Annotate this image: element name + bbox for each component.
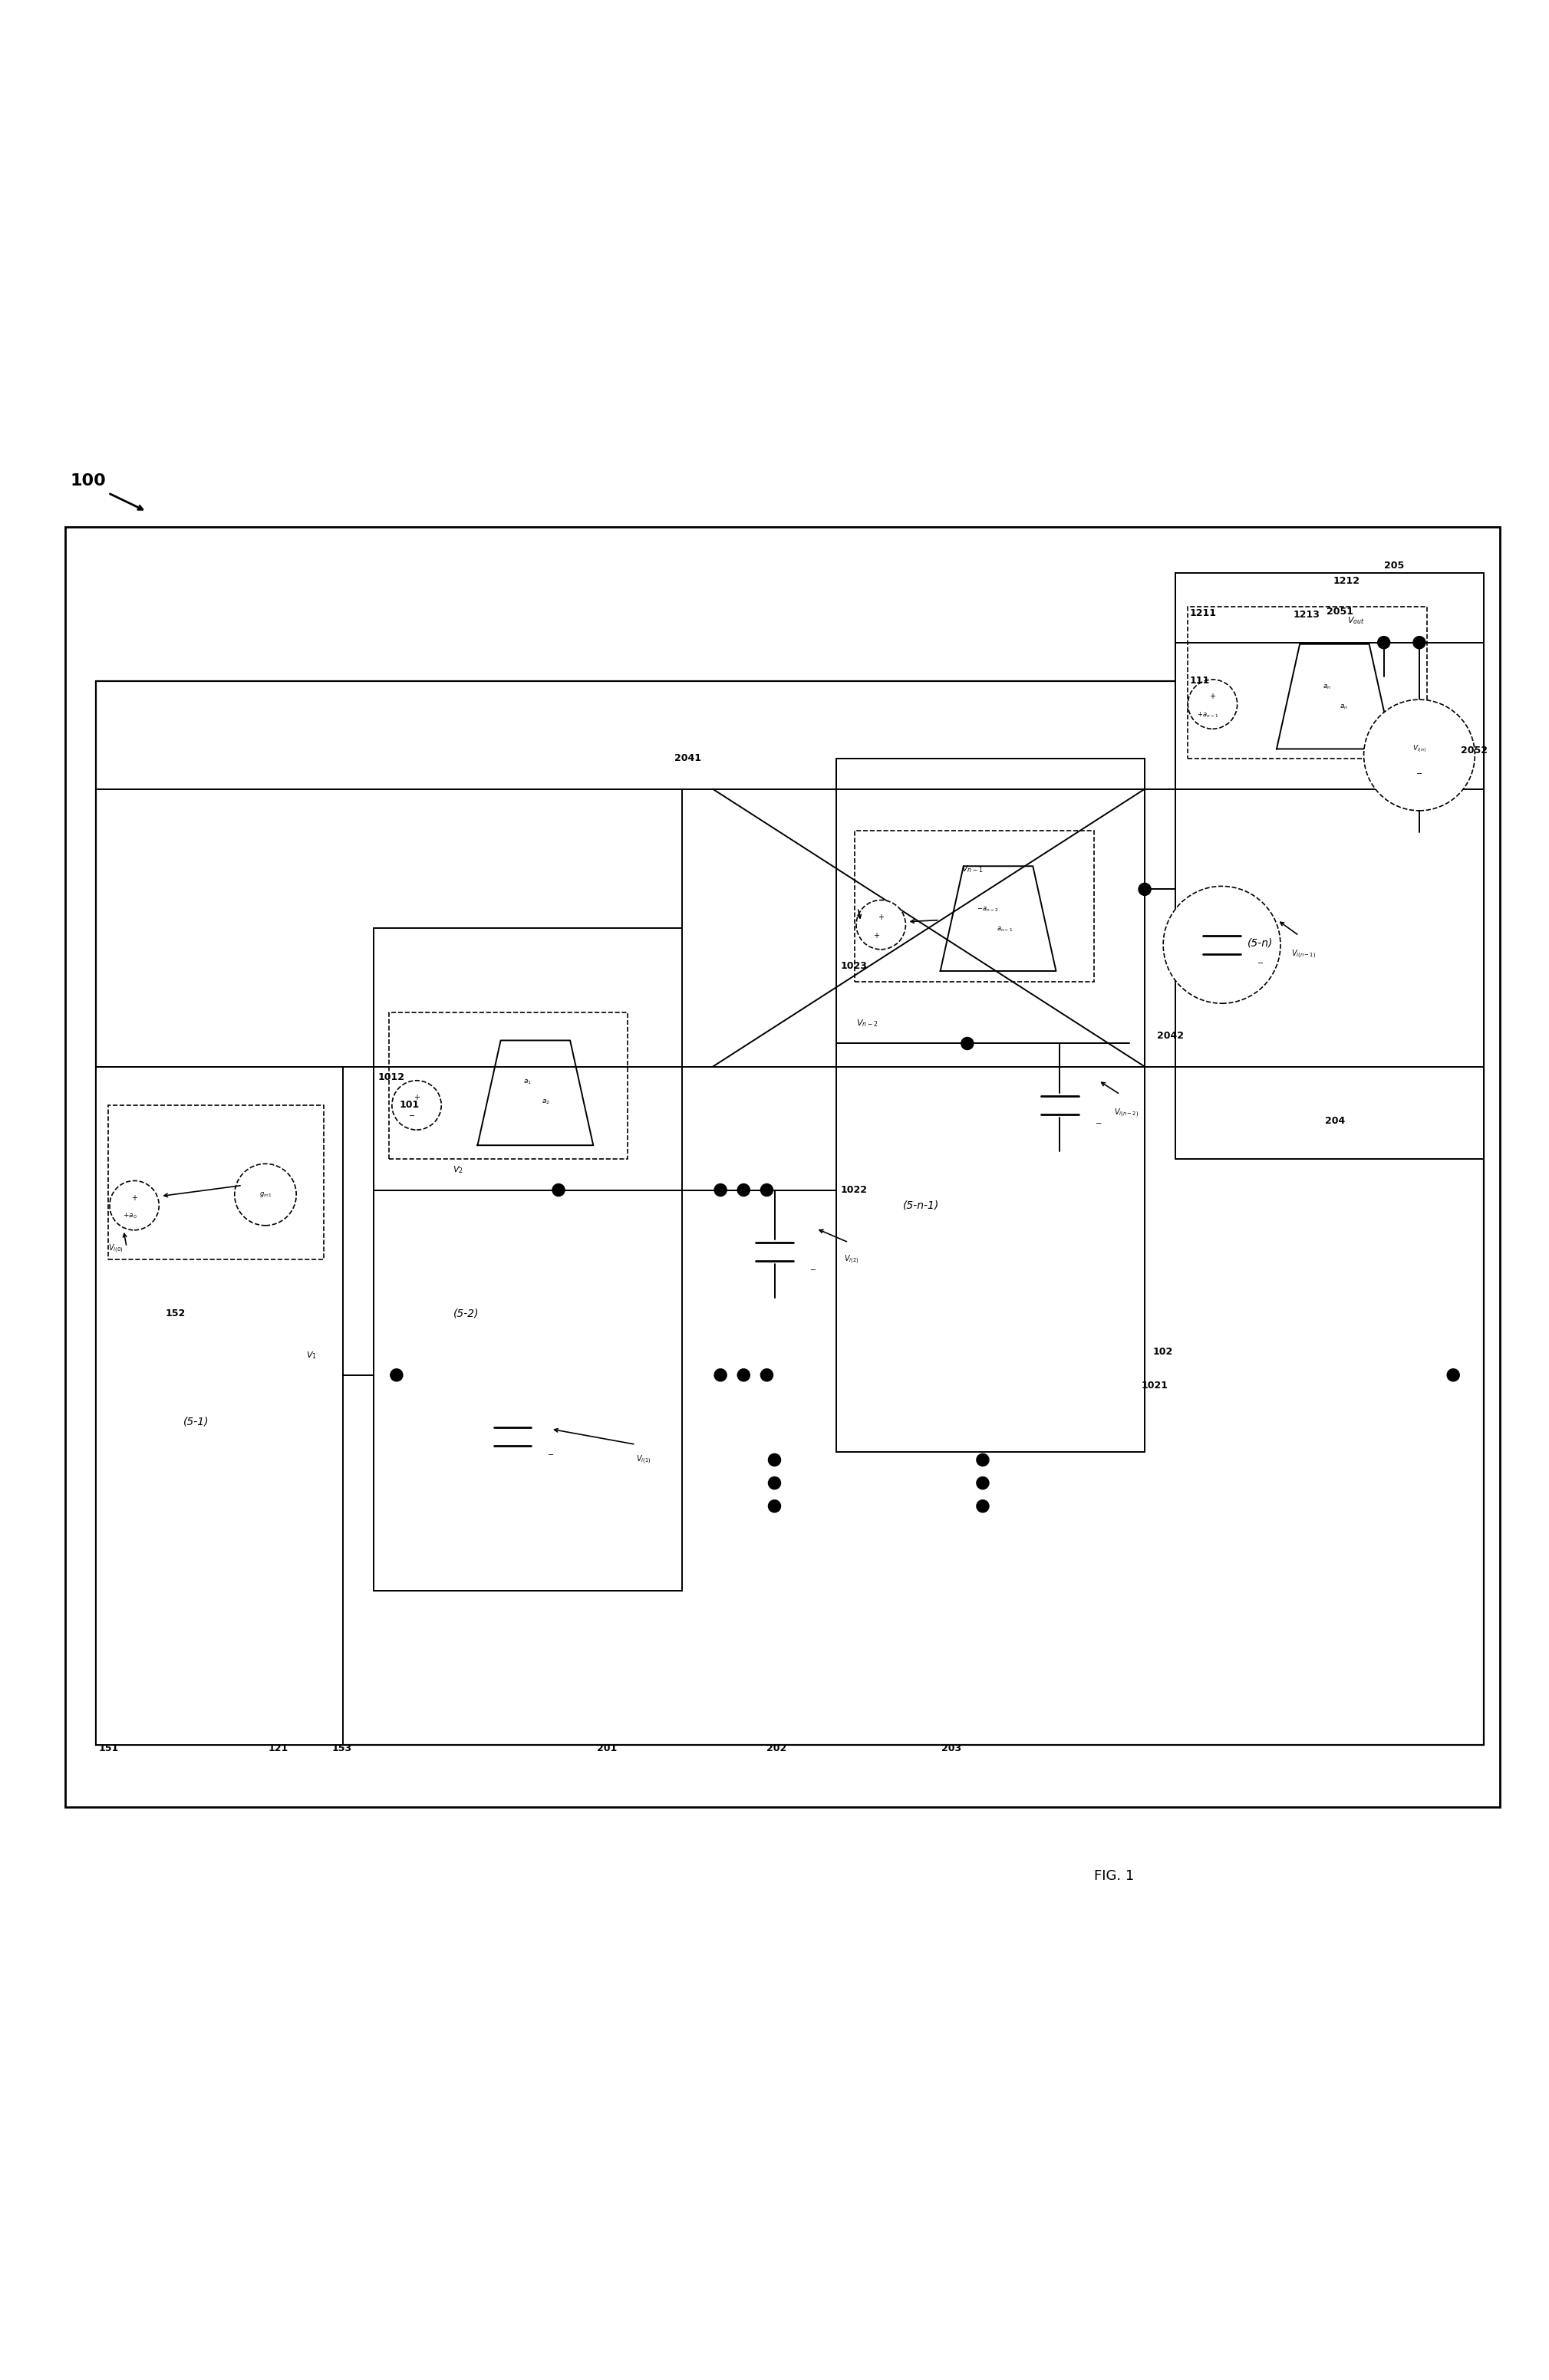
Circle shape xyxy=(110,1180,160,1230)
Bar xyxy=(836,759,1145,1452)
Text: 203: 203 xyxy=(942,1742,960,1754)
Bar xyxy=(96,681,1484,1745)
Bar xyxy=(855,831,1094,983)
Bar xyxy=(96,1066,342,1745)
Circle shape xyxy=(737,1368,750,1380)
Text: $a_2$: $a_2$ xyxy=(542,1097,550,1107)
Circle shape xyxy=(976,1454,988,1466)
Text: 204: 204 xyxy=(1326,1116,1346,1126)
Text: 2052: 2052 xyxy=(1461,745,1487,754)
Text: $+a_0$: $+a_0$ xyxy=(122,1211,136,1221)
Bar xyxy=(1188,607,1427,759)
Circle shape xyxy=(1377,635,1389,650)
Text: $a_n$: $a_n$ xyxy=(1340,702,1348,712)
Text: (5-n-1): (5-n-1) xyxy=(903,1200,939,1211)
Text: 1213: 1213 xyxy=(1293,609,1320,619)
Text: $V_{n-1}$: $V_{n-1}$ xyxy=(960,864,982,873)
Text: 1023: 1023 xyxy=(841,962,867,971)
Circle shape xyxy=(737,1183,750,1197)
Text: +: + xyxy=(1210,693,1216,700)
Text: 2041: 2041 xyxy=(674,752,702,764)
Circle shape xyxy=(714,1183,726,1197)
Text: $a_1$: $a_1$ xyxy=(524,1078,531,1085)
Circle shape xyxy=(768,1454,781,1466)
Text: 152: 152 xyxy=(166,1309,186,1319)
Text: 102: 102 xyxy=(1152,1347,1173,1357)
Text: −: − xyxy=(1095,1121,1101,1128)
Text: 153: 153 xyxy=(331,1742,352,1754)
Text: $g_{m1}$: $g_{m1}$ xyxy=(259,1190,271,1200)
Text: 202: 202 xyxy=(767,1742,787,1754)
Text: $a_{n-1}$: $a_{n-1}$ xyxy=(996,926,1013,933)
Circle shape xyxy=(962,1038,973,1050)
Circle shape xyxy=(1413,635,1425,650)
Circle shape xyxy=(392,1081,441,1130)
Circle shape xyxy=(768,1478,781,1490)
Text: 205: 205 xyxy=(1383,559,1403,571)
Text: +: + xyxy=(878,914,884,921)
Text: $V_{n-2}$: $V_{n-2}$ xyxy=(857,1019,878,1028)
Text: $V_1$: $V_1$ xyxy=(307,1349,318,1361)
Circle shape xyxy=(857,900,906,950)
Text: $V_{i(n-2)}$: $V_{i(n-2)}$ xyxy=(1114,1107,1139,1119)
Text: 111: 111 xyxy=(1190,676,1210,685)
Text: 1212: 1212 xyxy=(1334,576,1360,585)
Circle shape xyxy=(714,1368,726,1380)
Text: $a_n$: $a_n$ xyxy=(1323,683,1331,690)
Text: $V_2$: $V_2$ xyxy=(452,1164,463,1176)
Bar xyxy=(108,1104,324,1259)
Circle shape xyxy=(1363,700,1475,812)
Text: (5-n): (5-n) xyxy=(1247,938,1273,950)
Bar xyxy=(389,1011,627,1159)
Text: 151: 151 xyxy=(99,1742,119,1754)
Circle shape xyxy=(976,1499,988,1511)
Circle shape xyxy=(768,1499,781,1511)
Text: 2042: 2042 xyxy=(1157,1031,1183,1040)
Text: $-a_{n-2}$: $-a_{n-2}$ xyxy=(976,904,998,914)
Text: −: − xyxy=(810,1266,816,1273)
Text: $+a_{n-1}$: $+a_{n-1}$ xyxy=(1197,712,1219,719)
Text: $V_{i(n-1)}$: $V_{i(n-1)}$ xyxy=(1292,947,1317,959)
Circle shape xyxy=(1139,883,1151,895)
Circle shape xyxy=(553,1183,565,1197)
Circle shape xyxy=(976,1478,988,1490)
Text: (5-1): (5-1) xyxy=(183,1416,209,1426)
Text: $V_{out}$: $V_{out}$ xyxy=(1348,616,1365,626)
Circle shape xyxy=(1447,1368,1459,1380)
Text: −: − xyxy=(1416,769,1422,778)
Text: +: + xyxy=(874,931,880,940)
Text: 1021: 1021 xyxy=(1142,1380,1168,1390)
Text: $V_{i(2)}$: $V_{i(2)}$ xyxy=(844,1254,860,1266)
Bar xyxy=(373,928,682,1590)
Circle shape xyxy=(234,1164,296,1226)
Circle shape xyxy=(390,1368,403,1380)
Bar xyxy=(1176,574,1484,1159)
Text: 100: 100 xyxy=(70,474,105,488)
Text: $V_{i(1)}$: $V_{i(1)}$ xyxy=(635,1454,651,1466)
Text: $V_{i(n)}$: $V_{i(n)}$ xyxy=(1413,743,1427,754)
Text: $V_{i(0)}$: $V_{i(0)}$ xyxy=(108,1242,122,1254)
Text: 121: 121 xyxy=(268,1742,288,1754)
Text: −: − xyxy=(1258,959,1264,966)
Text: 101: 101 xyxy=(400,1100,420,1109)
Text: 1012: 1012 xyxy=(378,1073,404,1083)
Circle shape xyxy=(761,1368,773,1380)
Text: +: + xyxy=(132,1195,138,1202)
Text: 2051: 2051 xyxy=(1327,607,1354,616)
Text: +: + xyxy=(414,1095,420,1102)
Bar xyxy=(65,526,1499,1806)
Text: FIG. 1: FIG. 1 xyxy=(1094,1868,1134,1883)
Text: 1211: 1211 xyxy=(1190,609,1216,619)
Circle shape xyxy=(1163,885,1281,1004)
Text: (5-2): (5-2) xyxy=(454,1309,479,1319)
Text: 201: 201 xyxy=(596,1742,617,1754)
Text: −: − xyxy=(548,1452,555,1459)
Text: 1022: 1022 xyxy=(841,1185,867,1195)
Circle shape xyxy=(1188,681,1238,728)
Circle shape xyxy=(761,1183,773,1197)
Text: −: − xyxy=(409,1111,415,1121)
